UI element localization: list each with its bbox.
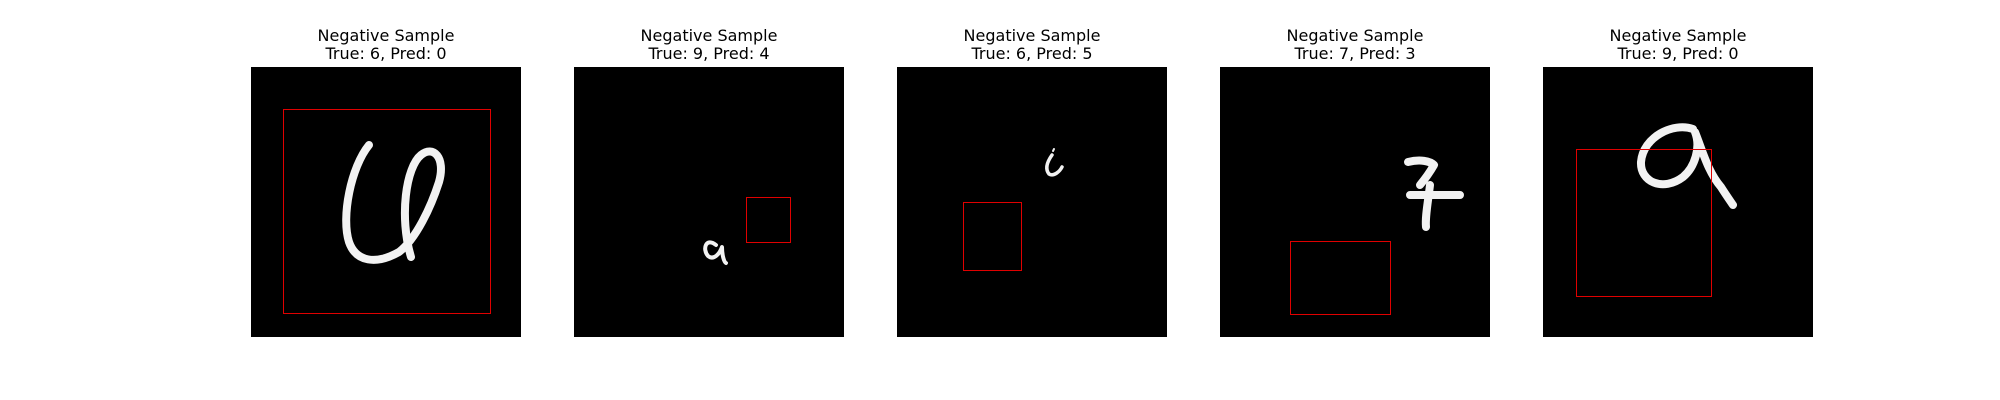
prediction-box-4 <box>1290 241 1391 315</box>
digit-stroke-1 <box>342 141 445 264</box>
panel-title-3: Negative Sample True: 6, Pred: 5 <box>897 27 1167 63</box>
title-line-2: True: 7, Pred: 3 <box>1294 44 1416 63</box>
title-line-1: Negative Sample <box>317 26 455 45</box>
prediction-box-1 <box>283 109 491 314</box>
prediction-box-5 <box>1576 149 1712 297</box>
title-line-2: True: 6, Pred: 0 <box>325 44 447 63</box>
panel-title-2: Negative Sample True: 9, Pred: 4 <box>574 27 844 63</box>
digit-image-2 <box>574 67 844 337</box>
title-line-2: True: 9, Pred: 0 <box>1617 44 1739 63</box>
digit-stroke-5 <box>1637 123 1737 209</box>
title-line-1: Negative Sample <box>1286 26 1424 45</box>
title-line-1: Negative Sample <box>963 26 1101 45</box>
prediction-box-3 <box>963 202 1022 271</box>
title-line-1: Negative Sample <box>640 26 778 45</box>
digit-image-3 <box>897 67 1167 337</box>
digit-image-1 <box>251 67 521 337</box>
sample-panel-2: Negative Sample True: 9, Pred: 4 <box>574 27 844 337</box>
sample-panel-1: Negative Sample True: 6, Pred: 0 <box>251 27 521 337</box>
title-line-2: True: 9, Pred: 4 <box>648 44 770 63</box>
digit-stroke-3 <box>1045 148 1064 177</box>
digit-image-5 <box>1543 67 1813 337</box>
panel-title-1: Negative Sample True: 6, Pred: 0 <box>251 27 521 63</box>
digit-stroke-4 <box>1404 156 1464 231</box>
sample-panel-5: Negative Sample True: 9, Pred: 0 <box>1543 27 1813 337</box>
sample-panel-4: Negative Sample True: 7, Pred: 3 <box>1220 27 1490 337</box>
panel-title-4: Negative Sample True: 7, Pred: 3 <box>1220 27 1490 63</box>
digit-image-4 <box>1220 67 1490 337</box>
digit-stroke-2 <box>703 240 728 265</box>
panel-title-5: Negative Sample True: 9, Pred: 0 <box>1543 27 1813 63</box>
title-line-2: True: 6, Pred: 5 <box>971 44 1093 63</box>
prediction-box-2 <box>746 197 791 243</box>
sample-panel-3: Negative Sample True: 6, Pred: 5 <box>897 27 1167 337</box>
title-line-1: Negative Sample <box>1609 26 1747 45</box>
